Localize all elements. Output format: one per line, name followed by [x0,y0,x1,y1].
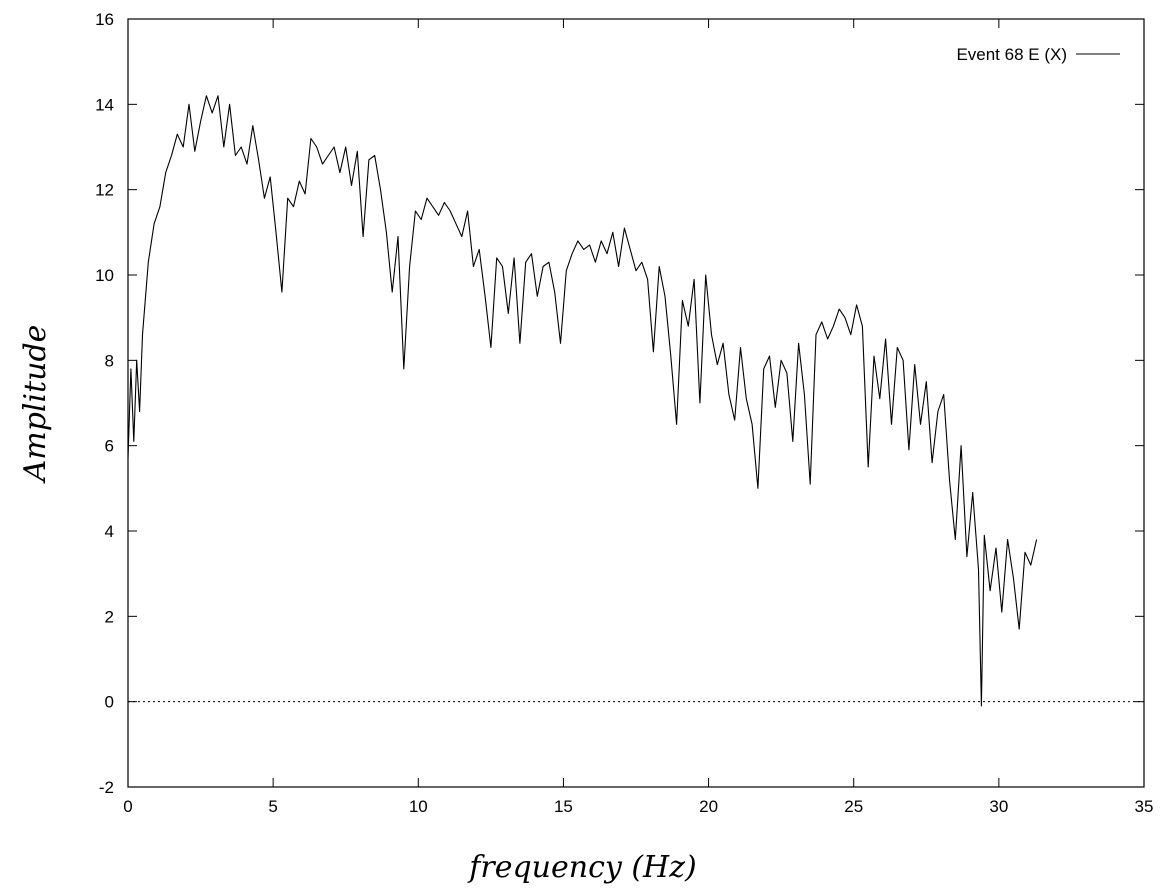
x-tick-label: 30 [989,797,1008,816]
x-tick-label: 15 [554,797,573,816]
y-tick-label: 2 [105,607,114,626]
x-tick-label: 5 [268,797,277,816]
x-tick-label: 35 [1135,797,1154,816]
y-tick-label: 16 [95,10,114,29]
y-tick-label: 8 [105,351,114,370]
x-tick-label: 0 [123,797,132,816]
y-tick-label: 12 [95,181,114,200]
y-tick-label: 14 [95,95,114,114]
x-tick-label: 25 [844,797,863,816]
plot-frame [127,18,1145,788]
x-axis-ticks: 0 5 10 15 20 25 30 35 [123,19,1153,816]
x-axis-title: frequency (Hz) [467,850,696,885]
y-tick-label: 10 [95,266,114,285]
y-axis-title: Amplitude [18,325,53,485]
y-axis-ticks: -2 0 2 4 6 8 10 12 14 16 [95,10,1144,797]
y-tick-label: 4 [105,522,114,541]
y-tick-label: -2 [99,778,114,797]
series-line-event-68-e-x [127,95,1038,707]
y-tick-label: 6 [105,437,114,456]
x-tick-label: 20 [699,797,718,816]
y-tick-label: 0 [105,693,114,712]
x-tick-label: 10 [409,797,428,816]
legend-label: Event 68 E (X) [956,45,1067,64]
